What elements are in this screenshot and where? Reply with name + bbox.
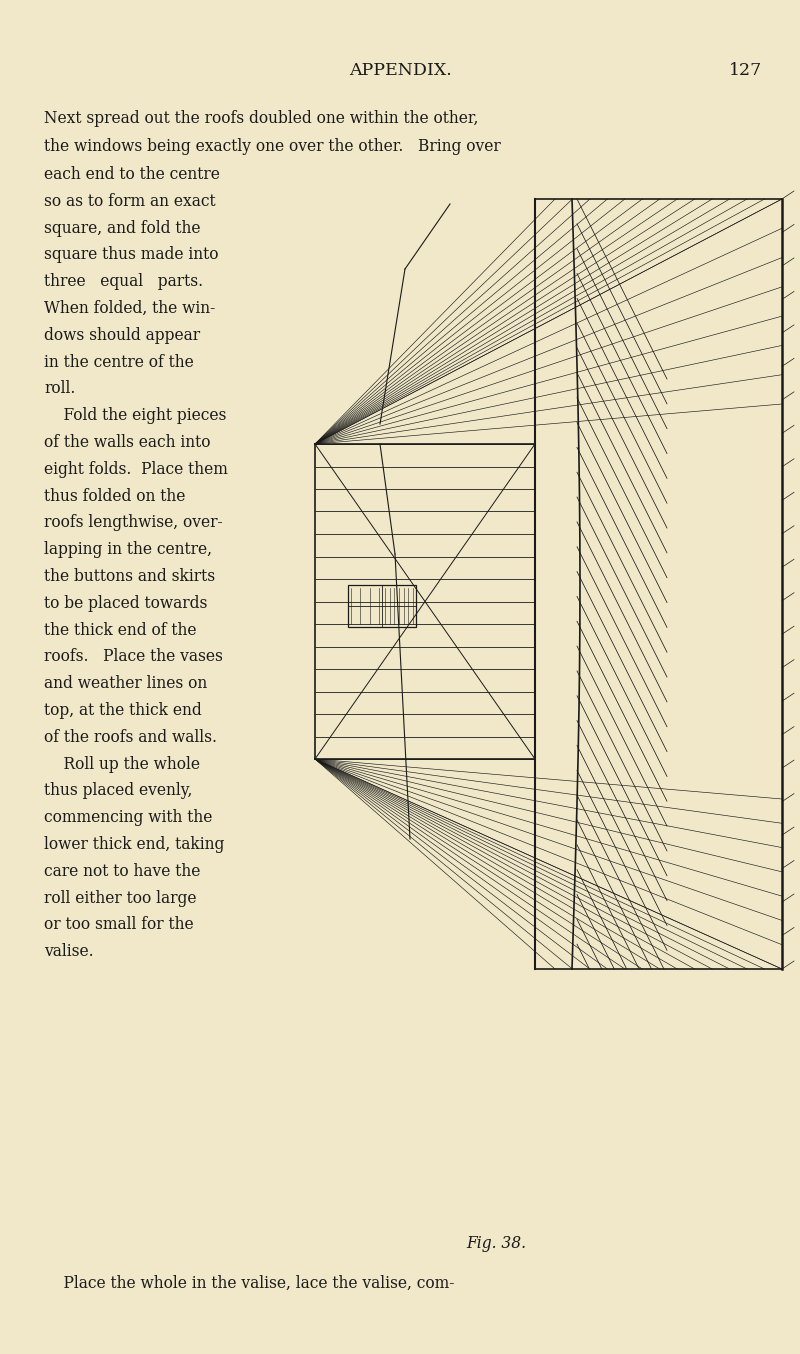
Text: dows should appear: dows should appear bbox=[44, 326, 200, 344]
Text: and weather lines on: and weather lines on bbox=[44, 676, 207, 692]
Text: Roll up the whole: Roll up the whole bbox=[44, 756, 200, 773]
Text: of the roofs and walls.: of the roofs and walls. bbox=[44, 728, 217, 746]
Text: thus folded on the: thus folded on the bbox=[44, 487, 186, 505]
Text: or too small for the: or too small for the bbox=[44, 917, 194, 933]
Text: square, and fold the: square, and fold the bbox=[44, 219, 201, 237]
Text: roofs.   Place the vases: roofs. Place the vases bbox=[44, 649, 223, 665]
Text: lower thick end, taking: lower thick end, taking bbox=[44, 835, 224, 853]
Text: three   equal   parts.: three equal parts. bbox=[44, 274, 203, 290]
Text: roll.: roll. bbox=[44, 380, 75, 398]
Text: Place the whole in the valise, lace the valise, com-: Place the whole in the valise, lace the … bbox=[44, 1275, 454, 1292]
Text: each end to the centre: each end to the centre bbox=[44, 167, 220, 183]
Text: thus placed evenly,: thus placed evenly, bbox=[44, 783, 192, 799]
Text: commencing with the: commencing with the bbox=[44, 810, 212, 826]
Text: lapping in the centre,: lapping in the centre, bbox=[44, 542, 212, 558]
Text: the thick end of the: the thick end of the bbox=[44, 621, 197, 639]
Text: Next spread out the roofs doubled one within the other,: Next spread out the roofs doubled one wi… bbox=[44, 110, 478, 127]
Text: in the centre of the: in the centre of the bbox=[44, 353, 194, 371]
Text: so as to form an exact: so as to form an exact bbox=[44, 192, 216, 210]
Text: top, at the thick end: top, at the thick end bbox=[44, 701, 202, 719]
Text: care not to have the: care not to have the bbox=[44, 862, 200, 880]
Text: roofs lengthwise, over-: roofs lengthwise, over- bbox=[44, 515, 222, 531]
Text: the windows being exactly one over the other.   Bring over: the windows being exactly one over the o… bbox=[44, 138, 501, 154]
Text: 127: 127 bbox=[729, 62, 762, 79]
Text: square thus made into: square thus made into bbox=[44, 246, 218, 264]
Text: eight folds.  Place them: eight folds. Place them bbox=[44, 460, 228, 478]
Text: valise.: valise. bbox=[44, 944, 94, 960]
Text: Fold the eight pieces: Fold the eight pieces bbox=[44, 408, 226, 424]
Bar bbox=[348, 585, 416, 627]
Text: roll either too large: roll either too large bbox=[44, 890, 197, 907]
Text: Fig. 38.: Fig. 38. bbox=[466, 1235, 526, 1252]
Text: APPENDIX.: APPENDIX. bbox=[349, 62, 451, 79]
Text: When folded, the win-: When folded, the win- bbox=[44, 301, 215, 317]
Text: of the walls each into: of the walls each into bbox=[44, 435, 210, 451]
Text: to be placed towards: to be placed towards bbox=[44, 594, 207, 612]
Text: the buttons and skirts: the buttons and skirts bbox=[44, 567, 215, 585]
